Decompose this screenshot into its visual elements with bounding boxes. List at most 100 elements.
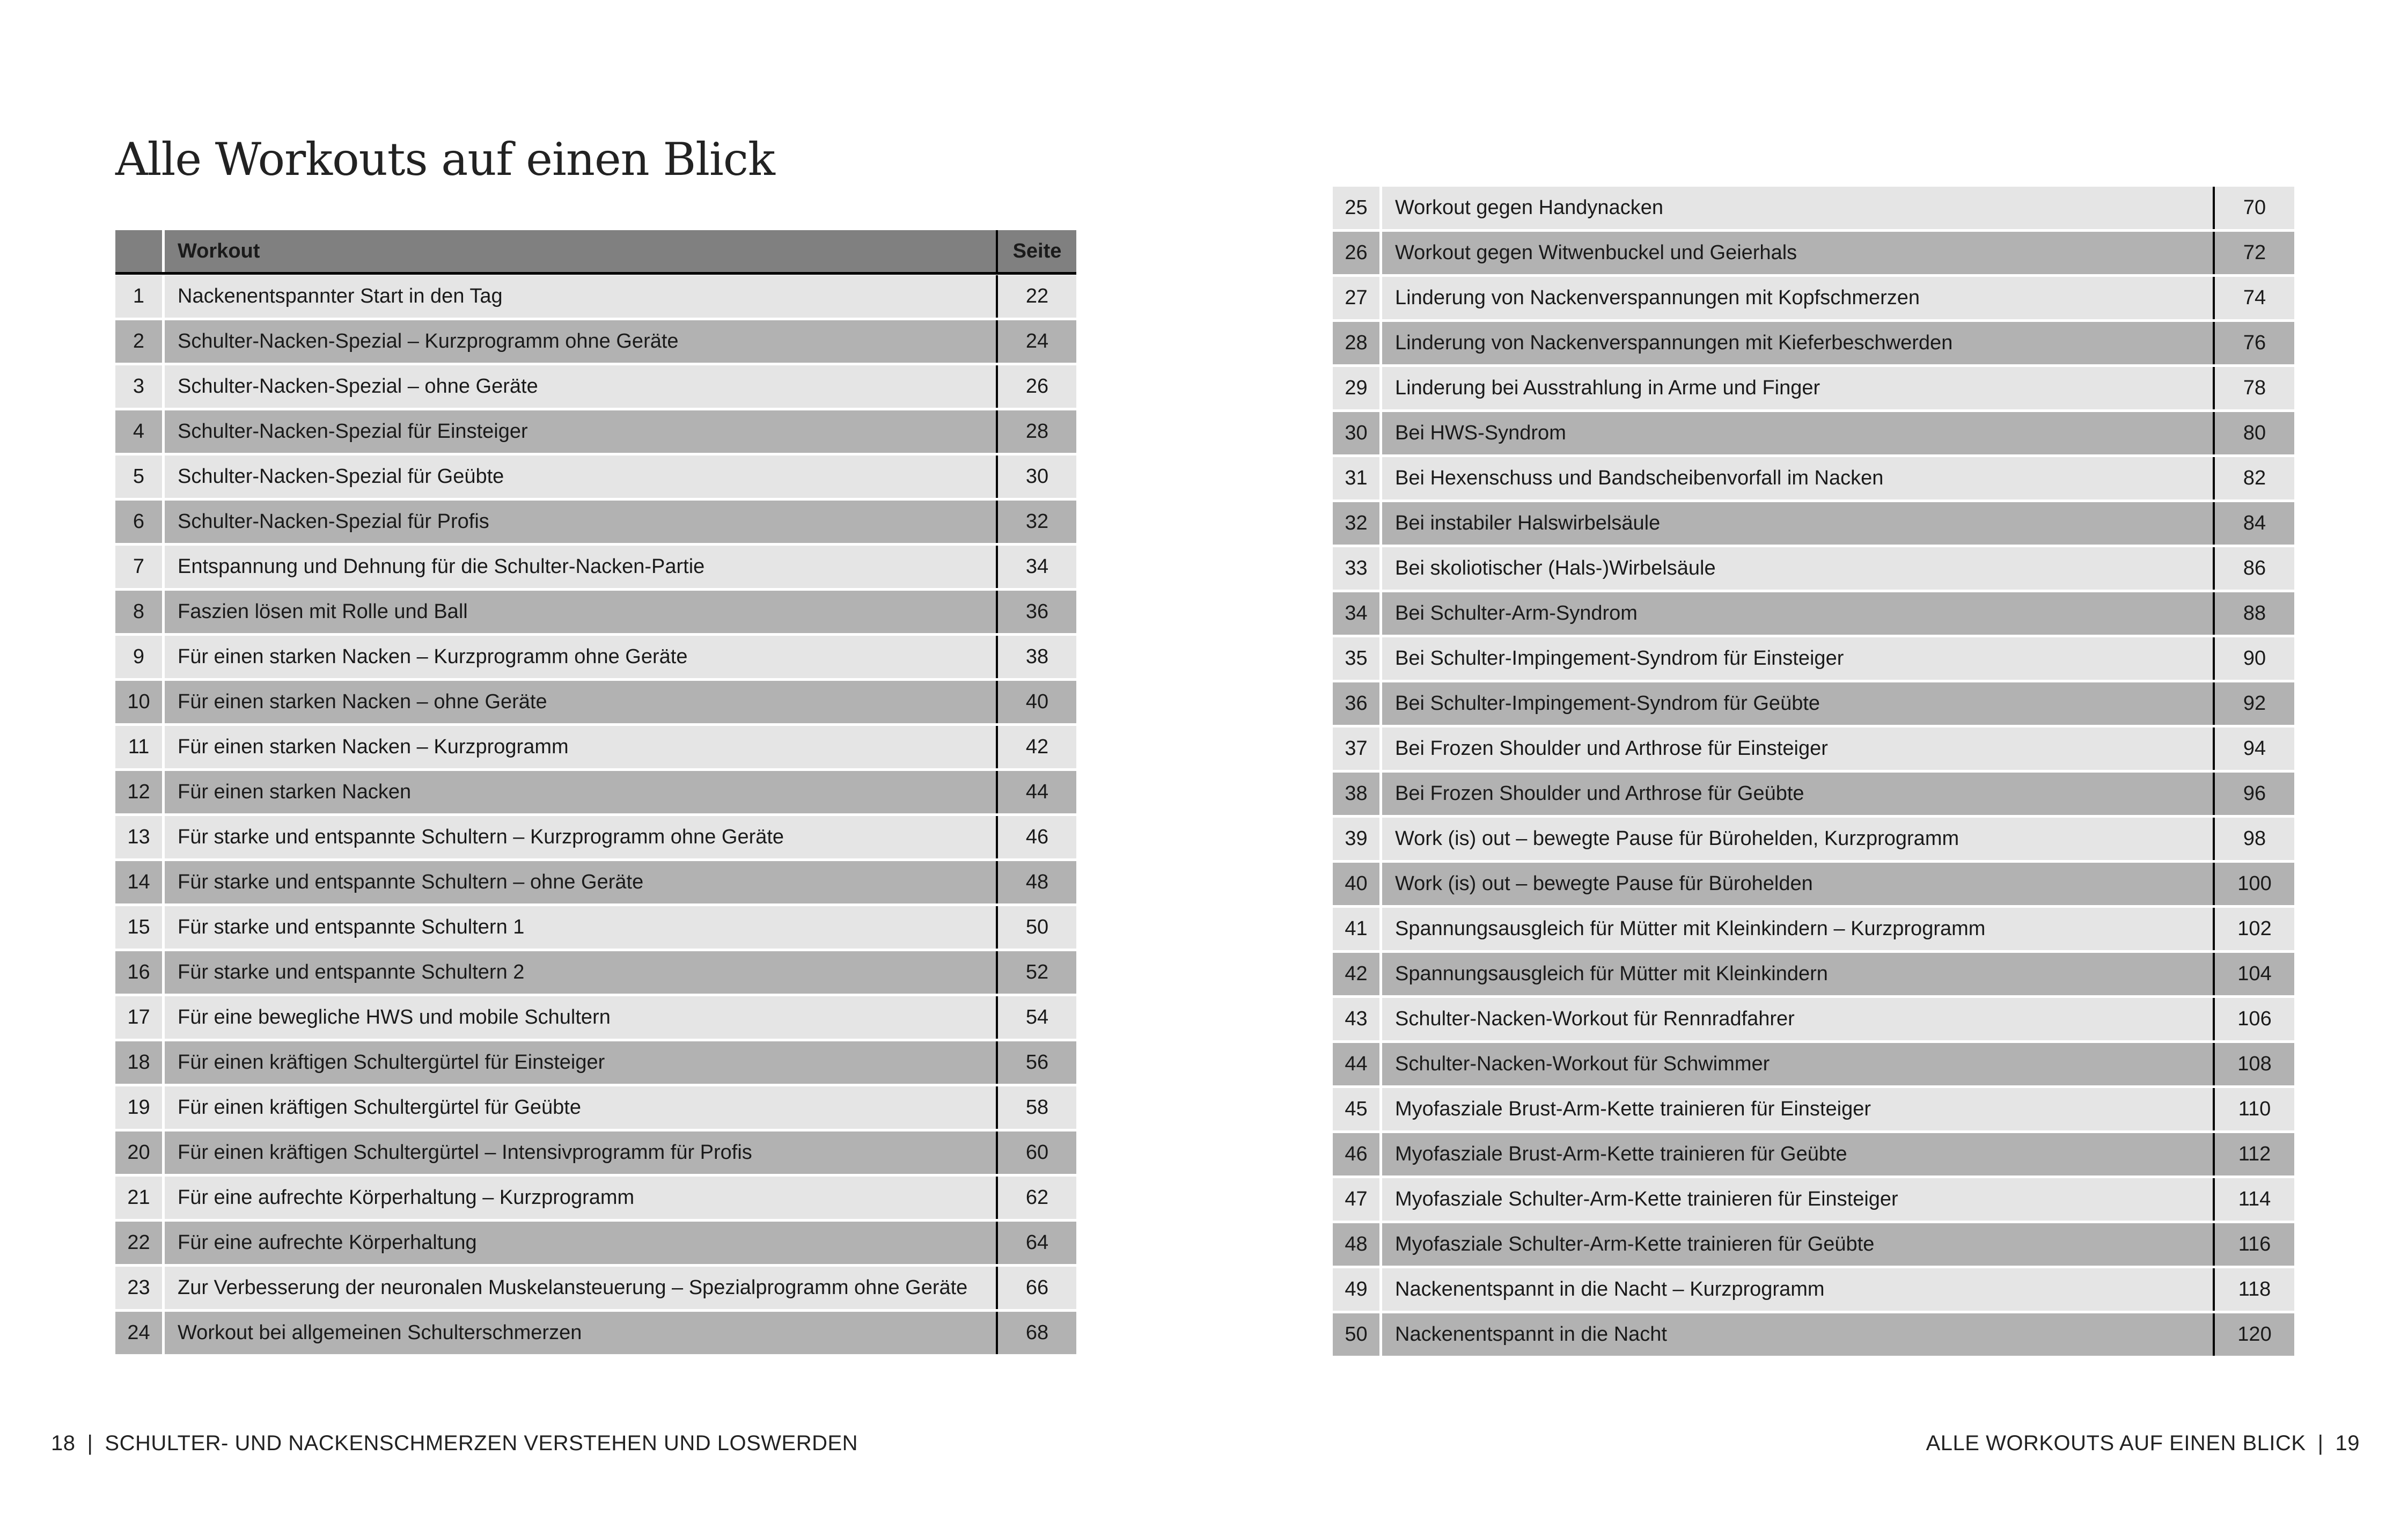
workout-name: Bei Schulter-Impingement-Syndrom für Ein…: [1395, 647, 1844, 670]
workout-number: 32: [1333, 502, 1382, 545]
workout-number: 1: [115, 275, 165, 318]
workout-name: Work (is) out – bewegte Pause für Bürohe…: [1395, 872, 1813, 895]
table-row: 31 Bei Hexenschuss und Bandscheibenvorfal…: [1333, 457, 2294, 499]
header-page: Seite: [996, 230, 1076, 272]
table-row: 4 Schulter-Nacken-Spezial für Einsteiger 2…: [115, 410, 1076, 453]
workout-number: 23: [115, 1267, 165, 1309]
table-row: 24 Workout bei allgemeinen Schulterschmer…: [115, 1312, 1076, 1354]
workout-name: Bei Hexenschuss und Bandscheibenvorfall …: [1395, 467, 1884, 489]
workout-name: Für einen starken Nacken: [178, 781, 412, 803]
workout-page: 72: [2213, 232, 2294, 274]
workout-number: 40: [1333, 863, 1382, 905]
workout-number: 19: [115, 1086, 165, 1129]
workout-page: 56: [996, 1041, 1076, 1084]
running-title-left: SCHULTER- UND NACKENSCHMERZEN VERSTEHEN …: [105, 1431, 858, 1455]
table-row: 19 Für einen kräftigen Schultergürtel für…: [115, 1086, 1076, 1129]
table-row: 43 Schulter-Nacken-Workout für Rennradfah…: [1333, 998, 2294, 1040]
workout-page: 110: [2213, 1088, 2294, 1130]
workout-number: 21: [115, 1177, 165, 1219]
workout-page: 100: [2213, 863, 2294, 905]
workout-number: 48: [1333, 1223, 1382, 1266]
workout-number: 9: [115, 636, 165, 678]
workout-name: Schulter-Nacken-Spezial für Geübte: [178, 465, 504, 488]
workout-name: Nackenentspannt in die Nacht: [1395, 1323, 1667, 1346]
workout-page: 26: [996, 365, 1076, 408]
workout-name: Für eine aufrechte Körperhaltung – Kurzp…: [178, 1186, 635, 1209]
footer-separator: |: [87, 1431, 93, 1455]
table-row: 10 Für einen starken Nacken – ohne Geräte…: [115, 681, 1076, 723]
table-row: 20 Für einen kräftigen Schultergürtel – I…: [115, 1131, 1076, 1174]
workout-number: 6: [115, 501, 165, 543]
workout-number: 11: [115, 726, 165, 768]
table-row: 45 Myofasziale Brust-Arm-Kette trainieren…: [1333, 1088, 2294, 1130]
workout-number: 37: [1333, 728, 1382, 770]
workout-number: 27: [1333, 277, 1382, 319]
workout-name: Workout gegen Witwenbuckel und Geierhals: [1395, 241, 1797, 264]
workout-number: 29: [1333, 367, 1382, 409]
table-row: 17 Für eine bewegliche HWS und mobile Sch…: [115, 996, 1076, 1039]
workout-page: 30: [996, 455, 1076, 498]
table-row: 50 Nackenentspannt in die Nacht 120: [1333, 1313, 2294, 1356]
workout-page: 114: [2213, 1178, 2294, 1221]
workout-number: 25: [1333, 187, 1382, 229]
workout-name: Myofasziale Schulter-Arm-Kette trainiere…: [1395, 1233, 1875, 1255]
workout-number: 3: [115, 365, 165, 408]
workout-name: Bei Frozen Shoulder und Arthrose für Geü…: [1395, 782, 1804, 805]
workout-name: Schulter-Nacken-Workout für Rennradfahre…: [1395, 1008, 1795, 1030]
table-row: 26 Workout gegen Witwenbuckel und Geierha…: [1333, 232, 2294, 274]
table-row: 8 Faszien lösen mit Rolle und Ball 36: [115, 591, 1076, 633]
workout-page: 118: [2213, 1268, 2294, 1311]
table-row: 6 Schulter-Nacken-Spezial für Profis 32: [115, 501, 1076, 543]
page-title: Alle Workouts auf einen Blick: [115, 133, 775, 186]
workout-name: Spannungsausgleich für Mütter mit Kleink…: [1395, 962, 1828, 985]
workout-page: 108: [2213, 1043, 2294, 1085]
workout-page: 64: [996, 1222, 1076, 1264]
workout-number: 15: [115, 906, 165, 949]
workout-name: Nackenentspannter Start in den Tag: [178, 285, 503, 307]
table-row: 23 Zur Verbesserung der neuronalen Muskel…: [115, 1267, 1076, 1309]
table-row: 33 Bei skoliotischer (Hals-)Wirbelsäule 86: [1333, 547, 2294, 590]
table-row: 27 Linderung von Nackenverspannungen mit …: [1333, 277, 2294, 319]
workout-name: Für starke und entspannte Schultern – oh…: [178, 871, 644, 893]
workout-name: Linderung von Nackenverspannungen mit Ki…: [1395, 332, 1953, 354]
workout-name: Linderung bei Ausstrahlung in Arme und F…: [1395, 377, 1820, 399]
workout-page: 84: [2213, 502, 2294, 545]
table-row: 36 Bei Schulter-Impingement-Syndrom für G…: [1333, 682, 2294, 725]
table-row: 15 Für starke und entspannte Schultern 1 5…: [115, 906, 1076, 949]
workout-page: 58: [996, 1086, 1076, 1129]
table-row: 42 Spannungsausgleich für Mütter mit Klei…: [1333, 953, 2294, 995]
workout-page: 94: [2213, 728, 2294, 770]
footer-separator: |: [2317, 1431, 2324, 1455]
workout-name: Linderung von Nackenverspannungen mit Ko…: [1395, 286, 1920, 309]
workout-page: 60: [996, 1131, 1076, 1174]
workout-name: Bei skoliotischer (Hals-)Wirbelsäule: [1395, 557, 1716, 579]
workout-number: 46: [1333, 1133, 1382, 1175]
table-row: 7 Entspannung und Dehnung für die Schulte…: [115, 546, 1076, 588]
workout-page: 90: [2213, 637, 2294, 680]
workout-page: 88: [2213, 592, 2294, 635]
workout-number: 20: [115, 1131, 165, 1174]
workout-name: Schulter-Nacken-Spezial für Profis: [178, 510, 489, 533]
workout-name: Für einen kräftigen Schultergürtel – Int…: [178, 1141, 752, 1164]
table-row: 28 Linderung von Nackenverspannungen mit …: [1333, 322, 2294, 364]
workouts-table-right: 25 Workout gegen Handynacken 70 26 Workout g…: [1333, 187, 2294, 1357]
table-row: 2 Schulter-Nacken-Spezial – Kurzprogramm …: [115, 320, 1076, 363]
workout-name: Spannungsausgleich für Mütter mit Kleink…: [1395, 917, 1986, 940]
workout-number: 5: [115, 455, 165, 498]
workout-number: 45: [1333, 1088, 1382, 1130]
table-row: 3 Schulter-Nacken-Spezial – ohne Geräte 26: [115, 365, 1076, 408]
workout-page: 68: [996, 1312, 1076, 1354]
workout-page: 66: [996, 1267, 1076, 1309]
workout-number: 12: [115, 771, 165, 813]
workout-name: Bei instabiler Halswirbelsäule: [1395, 512, 1661, 534]
table-row: 29 Linderung bei Ausstrahlung in Arme und…: [1333, 367, 2294, 409]
workout-number: 31: [1333, 457, 1382, 499]
workout-number: 18: [115, 1041, 165, 1084]
workout-name: Myofasziale Brust-Arm-Kette trainieren f…: [1395, 1143, 1847, 1165]
workout-page: 70: [2213, 187, 2294, 229]
workout-page: 112: [2213, 1133, 2294, 1175]
table-header-row: Workout Seite: [115, 230, 1076, 275]
workout-page: 32: [996, 501, 1076, 543]
workout-number: 26: [1333, 232, 1382, 274]
table-row: 40 Work (is) out – bewegte Pause für Büro…: [1333, 863, 2294, 905]
